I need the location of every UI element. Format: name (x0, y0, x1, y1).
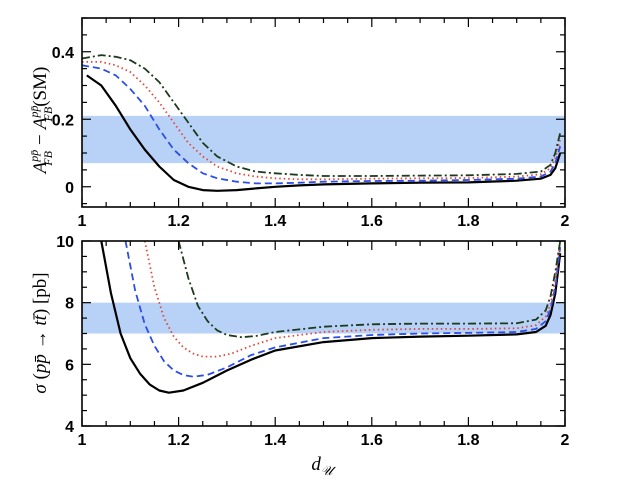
bottom-x-tick-label: 1.8 (457, 432, 479, 449)
top-shaded-band (82, 115, 565, 164)
top-y-tick-label: 0.4 (52, 45, 74, 62)
bottom-series-dotted-red (143, 241, 562, 358)
top-y-tick-label: 0 (65, 180, 74, 197)
bottom-shaded-band (82, 302, 565, 334)
top-plot-frame (81, 17, 566, 208)
bottom-x-tick-label: 2 (561, 432, 570, 449)
top-x-tick-label: 2 (561, 213, 570, 230)
top-x-tick-label: 1.8 (457, 213, 479, 230)
top-series-dashdot-darkgreen (82, 54, 562, 177)
bottom-series-dashdot-darkgreen (177, 241, 562, 339)
top-x-tick-label: 1.4 (264, 213, 286, 230)
top-series-dotted-red (82, 61, 562, 181)
bottom-x-tick-label: 1.4 (264, 432, 286, 449)
asymmetry-panel: 1 1.2 1.4 1.6 1.8 2 0 0.2 0.4 (52, 17, 570, 230)
top-x-tick-label: 1 (78, 213, 87, 230)
top-series-dashed-blue (82, 64, 562, 185)
bottom-series-dashed-blue (124, 241, 562, 378)
bottom-x-tick-label: 1.6 (361, 432, 383, 449)
bottom-series-solid-black (100, 241, 562, 394)
top-y-axis-label: App̄FB − App̄FB(SM) (27, 67, 55, 176)
bottom-x-tick-label: 1 (78, 432, 87, 449)
bottom-y-tick-label: 4 (65, 419, 74, 436)
bottom-y-tick-label: 10 (56, 234, 74, 251)
cross-section-panel: 1 1.2 1.4 1.6 1.8 2 4 6 8 10 (56, 234, 569, 449)
x-axis-label: d𝒰 (311, 454, 337, 478)
bottom-x-tick-label: 1.2 (167, 432, 189, 449)
top-y-tick-label: 0.2 (52, 112, 74, 129)
bottom-y-tick-label: 8 (65, 296, 74, 313)
bottom-y-axis-label: σ (pp̄ → tt̄) [pb] (30, 272, 51, 393)
top-x-tick-label: 1.6 (361, 213, 383, 230)
top-series-solid-black (86, 74, 562, 192)
bottom-y-tick-label: 6 (65, 357, 74, 374)
top-x-tick-label: 1.2 (167, 213, 189, 230)
